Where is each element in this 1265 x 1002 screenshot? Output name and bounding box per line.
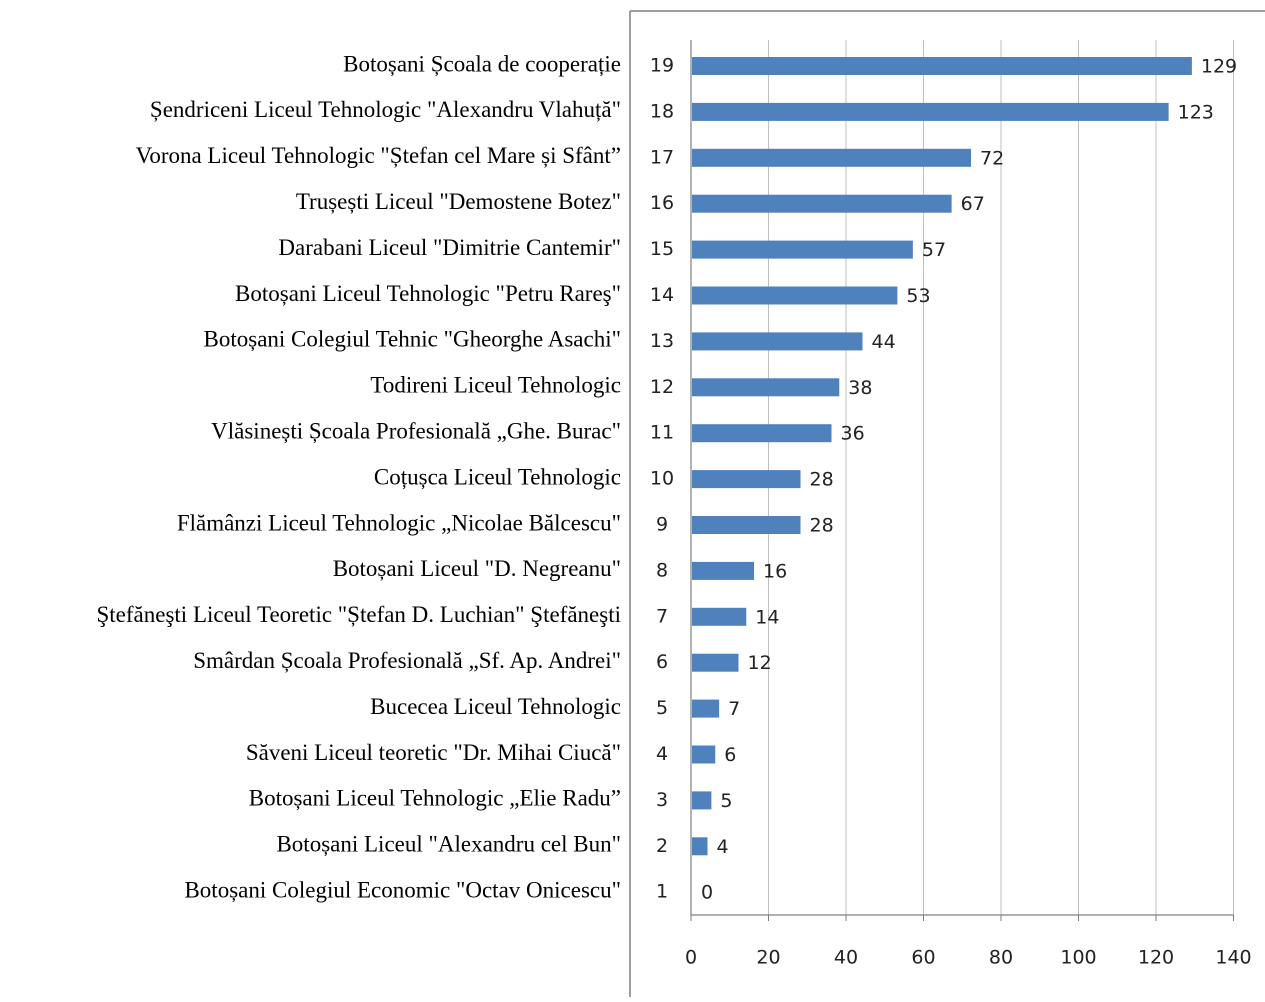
bar <box>692 561 754 580</box>
rank-label: 3 <box>656 789 668 811</box>
category-label: Ştefăneşti Liceul Teoretic "Ștefan D. Lu… <box>97 602 622 627</box>
bar <box>692 286 898 305</box>
value-label: 72 <box>980 147 1004 169</box>
bar <box>692 607 747 626</box>
x-tick-label: 40 <box>834 947 858 969</box>
value-label: 36 <box>841 423 865 445</box>
gridlines <box>768 40 1234 915</box>
value-label: 16 <box>763 560 787 582</box>
x-tick-label: 120 <box>1138 947 1174 969</box>
category-label: Flămânzi Liceul Tehnologic „Nicolae Bălc… <box>177 510 621 535</box>
x-tick-label: 20 <box>756 947 780 969</box>
category-label: Botoșani Liceul Tehnologic „Elie Radu” <box>249 786 621 811</box>
rank-label: 11 <box>650 422 674 444</box>
category-label: Coțușca Liceul Tehnologic <box>374 464 621 489</box>
bar <box>692 194 952 213</box>
rank-label: 8 <box>656 559 668 581</box>
bar <box>692 378 840 397</box>
bar <box>692 470 801 489</box>
rank-label: 17 <box>650 146 674 168</box>
value-label: 14 <box>755 606 779 628</box>
x-tick-labels: 0 20 40 60 80 100 120 140 <box>685 947 1252 969</box>
bar <box>692 653 739 672</box>
rank-label: 10 <box>650 468 674 490</box>
value-label: 28 <box>810 469 834 491</box>
category-labels: Botoșani Școala de cooperație Șendriceni … <box>97 51 622 902</box>
category-label: Botoșani Liceul Tehnologic "Petru Rareş" <box>235 281 621 306</box>
bar <box>692 102 1169 121</box>
value-label: 4 <box>717 836 729 858</box>
chart-frame <box>629 10 1265 997</box>
category-label: Trușești Liceul "Demostene Botez" <box>296 189 621 214</box>
rank-label: 2 <box>656 835 668 857</box>
rank-label: 5 <box>656 697 668 719</box>
value-label: 44 <box>872 331 896 353</box>
category-label: Săveni Liceul teoretic "Dr. Mihai Ciucă" <box>246 740 621 765</box>
category-label: Botoșani Liceul "Alexandru cel Bun" <box>276 832 621 857</box>
bar <box>692 240 913 259</box>
value-label: 28 <box>810 515 834 537</box>
rank-label: 9 <box>656 514 668 536</box>
category-label: Botoșani Colegiul Tehnic "Gheorghe Asach… <box>204 327 621 352</box>
value-label: 7 <box>728 698 740 720</box>
rank-label: 12 <box>650 376 674 398</box>
x-tick-label: 100 <box>1060 947 1096 969</box>
category-label: Șendriceni Liceul Tehnologic "Alexandru … <box>150 97 621 122</box>
rank-label: 19 <box>650 55 674 77</box>
x-tick-label: 80 <box>989 947 1013 969</box>
bars <box>692 57 1192 856</box>
bar <box>692 791 712 810</box>
x-tick-label: 140 <box>1215 947 1251 969</box>
category-label: Botoșani Liceul "D. Negreanu" <box>333 556 621 581</box>
bar <box>692 57 1192 75</box>
value-label: 12 <box>748 652 772 674</box>
value-label: 57 <box>922 239 946 261</box>
bar <box>692 424 832 443</box>
value-label: 6 <box>724 744 736 766</box>
rank-label: 15 <box>650 238 674 260</box>
category-label: Botoșani Colegiul Economic "Octav Onices… <box>184 877 621 902</box>
rank-labels: 19 18 17 16 15 14 13 12 11 10 9 8 7 6 5 4 3 2 1 <box>650 55 674 903</box>
x-tick-label: 0 <box>685 947 697 969</box>
value-label: 53 <box>906 285 930 307</box>
rank-label: 13 <box>650 330 674 352</box>
bar <box>692 332 863 351</box>
value-label: 129 <box>1201 56 1237 78</box>
category-label: Todireni Liceul Tehnologic <box>370 373 621 398</box>
bar <box>692 837 708 856</box>
value-label: 5 <box>720 790 732 812</box>
rank-label: 1 <box>656 881 668 903</box>
value-label: 123 <box>1178 101 1214 123</box>
category-label: Darabani Liceul "Dimitrie Cantemir" <box>278 235 621 260</box>
value-labels: 129 123 72 67 57 53 44 38 36 28 28 16 14 12 7 6 5 4 0 <box>701 56 1237 904</box>
bar <box>692 516 801 534</box>
rank-label: 4 <box>656 743 668 765</box>
x-tick-label: 60 <box>911 947 935 969</box>
rank-label: 7 <box>656 605 668 627</box>
category-label: Botoșani Școala de cooperație <box>343 51 621 76</box>
bar <box>692 699 720 718</box>
category-label: Vorona Liceul Tehnologic "Ștefan cel Mar… <box>136 143 621 168</box>
bar <box>692 148 971 167</box>
category-label: Bucecea Liceul Tehnologic <box>370 694 621 719</box>
bar <box>692 745 716 764</box>
category-label: Smârdan Școala Profesională „Sf. Ap. And… <box>193 648 621 673</box>
category-label: Vlăsinești Școala Profesională „Ghe. Bur… <box>211 418 621 443</box>
rank-label: 16 <box>650 192 674 214</box>
value-label: 0 <box>701 882 713 904</box>
rank-label: 6 <box>656 651 668 673</box>
rank-label: 14 <box>650 284 674 306</box>
value-label: 67 <box>961 193 985 215</box>
rank-label: 18 <box>650 100 674 122</box>
value-label: 38 <box>848 377 872 399</box>
